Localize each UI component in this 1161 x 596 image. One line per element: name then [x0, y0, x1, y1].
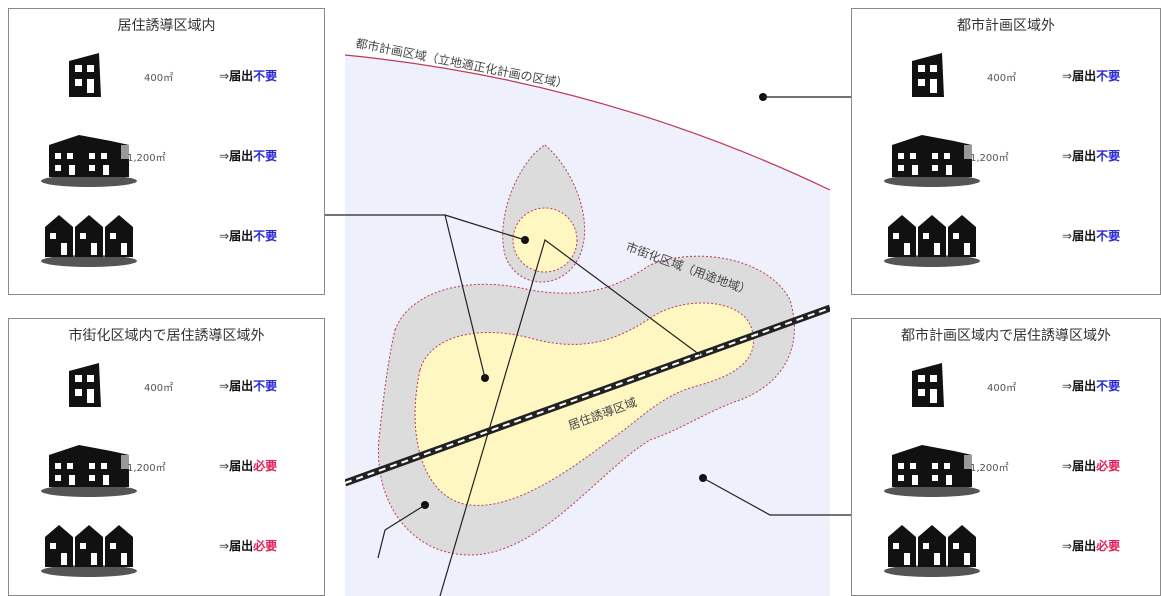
- notification-result: ⇒届出必要: [219, 537, 277, 554]
- not-required-badge: 不要: [253, 229, 278, 243]
- notification-result: ⇒届出必要: [1062, 537, 1120, 554]
- panel-urban-outside-residence: 市街化区域内で居住誘導区域外 400㎡ ⇒届出不要 1,200㎡ ⇒届出必要 ⇒届出…: [8, 318, 325, 596]
- notification-result: ⇒届出必要: [219, 457, 277, 474]
- notification-row: 400㎡ ⇒届出不要: [852, 359, 1160, 411]
- not-required-badge: 不要: [253, 69, 278, 83]
- leader-residence-enclave: [444, 214, 526, 241]
- notification-result: ⇒届出不要: [1062, 227, 1120, 244]
- notification-row: 1,200㎡ ⇒届出必要: [9, 439, 324, 497]
- notification-row: 400㎡ ⇒届出不要: [9, 359, 324, 411]
- floor-area: 400㎡: [144, 73, 174, 84]
- notification-result: ⇒届出不要: [1062, 147, 1120, 164]
- notification-result: ⇒届出不要: [219, 377, 277, 394]
- required-badge: 必要: [253, 459, 278, 473]
- not-required-badge: 不要: [1096, 149, 1121, 163]
- three-houses-icon: [882, 203, 982, 271]
- wide-house-icon: [882, 433, 982, 501]
- leader-lines: [325, 96, 851, 596]
- notification-label: 届出: [1072, 459, 1097, 473]
- required-badge: 必要: [253, 539, 278, 553]
- notification-label: 届出: [229, 229, 254, 243]
- not-required-badge: 不要: [1096, 229, 1121, 243]
- notification-label: 届出: [229, 149, 254, 163]
- required-badge: 必要: [1096, 459, 1121, 473]
- panel-residence-inside: 居住誘導区域内 400㎡ ⇒届出不要 1,200㎡ ⇒届出不要 ⇒届出不要: [8, 8, 325, 295]
- notification-label: 届出: [229, 69, 254, 83]
- panel-title: 市街化区域内で居住誘導区域外: [68, 328, 265, 344]
- single-house-icon: [39, 43, 139, 111]
- panel-title: 都市計画区域内で居住誘導区域外: [901, 328, 1111, 344]
- single-house-icon: [39, 353, 139, 421]
- arrow-icon: ⇒: [1062, 69, 1073, 83]
- single-house-icon: [882, 43, 982, 111]
- notification-result: ⇒届出不要: [219, 147, 277, 164]
- floor-area: 1,200㎡: [127, 463, 166, 474]
- notification-label: 届出: [1072, 149, 1097, 163]
- notification-result: ⇒届出不要: [1062, 67, 1120, 84]
- three-houses-icon: [882, 513, 982, 581]
- arrow-icon: ⇒: [219, 149, 230, 163]
- three-houses-icon: [39, 513, 139, 581]
- wide-house-icon: [39, 433, 139, 501]
- arrow-icon: ⇒: [1062, 379, 1073, 393]
- notification-row: ⇒届出必要: [852, 519, 1160, 577]
- notification-label: 届出: [229, 459, 254, 473]
- notification-row: ⇒届出必要: [9, 519, 324, 577]
- floor-area: 400㎡: [144, 383, 174, 394]
- panel-outside-city-planning: 都市計画区域外 400㎡ ⇒届出不要 1,200㎡ ⇒届出不要 ⇒届出不要: [851, 8, 1161, 295]
- not-required-badge: 不要: [1096, 379, 1121, 393]
- arrow-icon: ⇒: [219, 229, 230, 243]
- leader-urban-outside-residence: [377, 504, 426, 559]
- not-required-badge: 不要: [253, 379, 278, 393]
- arrow-icon: ⇒: [1062, 459, 1073, 473]
- floor-area: 400㎡: [987, 383, 1017, 394]
- required-badge: 必要: [1096, 539, 1121, 553]
- railway: [345, 304, 830, 487]
- notification-label: 届出: [1072, 539, 1097, 553]
- leader-city-planning-outside: [702, 477, 851, 516]
- notification-result: ⇒届出不要: [219, 227, 277, 244]
- arrow-icon: ⇒: [219, 459, 230, 473]
- notification-result: ⇒届出不要: [219, 67, 277, 84]
- floor-area: 400㎡: [987, 73, 1017, 84]
- arrow-icon: ⇒: [1062, 229, 1073, 243]
- floor-area: 1,200㎡: [970, 463, 1009, 474]
- notification-row: 400㎡ ⇒届出不要: [852, 49, 1160, 101]
- city-planning-boundary: [345, 54, 830, 191]
- panel-city-planning-outside-residence: 都市計画区域内で居住誘導区域外 400㎡ ⇒届出不要 1,200㎡ ⇒届出必要 ⇒届…: [851, 318, 1161, 596]
- arrow-icon: ⇒: [1062, 149, 1073, 163]
- arrow-icon: ⇒: [219, 69, 230, 83]
- not-required-badge: 不要: [253, 149, 278, 163]
- notification-row: 400㎡ ⇒届出不要: [9, 49, 324, 101]
- panel-title: 居住誘導区域内: [117, 18, 216, 34]
- notification-label: 届出: [229, 539, 254, 553]
- notification-row: 1,200㎡ ⇒届出不要: [852, 129, 1160, 187]
- wide-house-icon: [882, 123, 982, 191]
- notification-row: ⇒届出不要: [852, 209, 1160, 267]
- floor-area: 1,200㎡: [127, 153, 166, 164]
- arrow-icon: ⇒: [1062, 539, 1073, 553]
- notification-label: 届出: [229, 379, 254, 393]
- floor-area: 1,200㎡: [970, 153, 1009, 164]
- notification-result: ⇒届出必要: [1062, 457, 1120, 474]
- panel-title: 都市計画区域外: [957, 18, 1055, 34]
- arrow-icon: ⇒: [219, 379, 230, 393]
- notification-row: ⇒届出不要: [9, 209, 324, 267]
- notification-label: 届出: [1072, 69, 1097, 83]
- notification-label: 届出: [1072, 229, 1097, 243]
- single-house-icon: [882, 353, 982, 421]
- not-required-badge: 不要: [1096, 69, 1121, 83]
- wide-house-icon: [39, 123, 139, 191]
- residence-induction-area: [414, 302, 754, 506]
- notification-result: ⇒届出不要: [1062, 377, 1120, 394]
- leader-urbanization-cross: [439, 239, 701, 596]
- notification-label: 届出: [1072, 379, 1097, 393]
- arrow-icon: ⇒: [219, 539, 230, 553]
- notification-row: 1,200㎡ ⇒届出必要: [852, 439, 1160, 497]
- notification-row: 1,200㎡ ⇒届出不要: [9, 129, 324, 187]
- three-houses-icon: [39, 203, 139, 271]
